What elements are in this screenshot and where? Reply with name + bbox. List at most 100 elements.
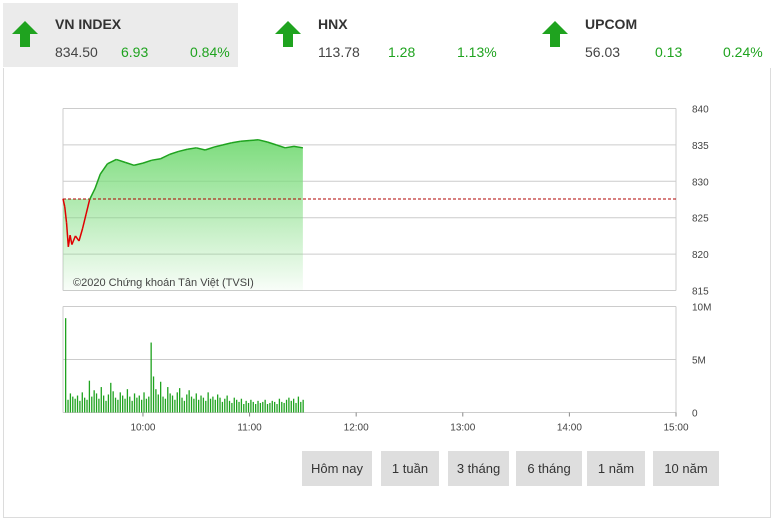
volume-bar [67, 399, 69, 413]
y-tick-label: 830 [692, 177, 709, 188]
volume-bar [117, 399, 119, 413]
tab-change: 1.28 [388, 44, 416, 60]
volume-bar [102, 395, 105, 413]
price-segment [231, 140, 241, 144]
range-button[interactable]: 1 tuần [381, 451, 439, 486]
volume-bar [107, 394, 110, 413]
volume-grid [62, 306, 677, 413]
tab-name: VN INDEX [55, 16, 122, 32]
range-button[interactable]: 10 năm [653, 451, 719, 486]
tab-percent: 1.13% [457, 44, 497, 60]
price-segment [124, 161, 135, 166]
tab-price: 834.50 [55, 44, 98, 60]
price-segment [85, 199, 91, 215]
volume-bar [297, 396, 300, 413]
tab-name: HNX [318, 16, 348, 32]
volume-bar [152, 376, 155, 413]
y-tick-label: 815 [692, 287, 709, 298]
chart-panel [3, 68, 771, 518]
range-button[interactable]: 6 tháng [516, 451, 582, 486]
arrow-up-icon [12, 21, 38, 47]
x-tick-label: 14:00 [557, 423, 582, 434]
volume-bar [167, 387, 169, 413]
volume-bar [176, 392, 178, 413]
volume-bar [183, 400, 186, 413]
price-segment [88, 188, 96, 200]
price-segment [293, 145, 303, 149]
price-segment [284, 145, 295, 149]
volume-bar [269, 402, 271, 413]
y-tick-label: 0 [692, 409, 698, 420]
volume-bar [300, 401, 302, 413]
tab-change: 6.93 [121, 44, 149, 60]
volume-bar [200, 395, 202, 413]
volume-bar [221, 401, 224, 413]
volume-bar [100, 387, 102, 413]
x-tick-label: 15:00 [663, 423, 688, 434]
tab-hnx[interactable]: HNX 113.78 1.28 1.13% [266, 3, 501, 67]
price-segment [74, 235, 80, 242]
price-segment [160, 153, 170, 160]
tab-upcom[interactable]: UPCOM 56.03 0.13 0.24% [533, 3, 768, 67]
price-segment [196, 147, 206, 151]
volume-bar [290, 400, 292, 413]
price-segment [222, 141, 232, 146]
volume-bar [233, 397, 235, 413]
volume-bar [69, 393, 72, 413]
volume-bar [178, 388, 181, 413]
volume-bar [114, 397, 117, 413]
price-segment [275, 144, 286, 149]
price-segment [204, 146, 215, 151]
volume-bar [266, 404, 269, 413]
range-button[interactable]: Hôm nay [302, 451, 372, 486]
volume-bar [76, 395, 79, 413]
volume-bar [136, 397, 138, 413]
volume-bar [193, 398, 195, 413]
price-segment [107, 158, 117, 165]
arrow-up-icon [542, 21, 568, 47]
volume-bar [202, 397, 205, 413]
volume-bar [143, 392, 145, 413]
range-button[interactable]: 3 tháng [448, 451, 509, 486]
price-segment [213, 144, 224, 148]
price-segment [62, 198, 66, 207]
volume-bar [231, 402, 233, 413]
volume-bar [235, 399, 238, 413]
volume-bar [245, 400, 247, 413]
price-segment [267, 141, 277, 146]
tab-change: 0.13 [655, 44, 683, 60]
range-button[interactable]: 1 năm [587, 451, 645, 486]
volume-bar [164, 398, 167, 413]
volume-bar [271, 400, 273, 413]
volume-bar [174, 399, 176, 413]
y-tick-label: 840 [692, 105, 709, 116]
y-tick-label: 5M [692, 356, 706, 367]
volume-bar [214, 399, 216, 413]
y-tick-label: 10M [692, 303, 711, 314]
volume-bar [162, 396, 164, 413]
volume-bar [133, 393, 136, 413]
price-segment [65, 222, 70, 247]
volume-bar [207, 392, 209, 413]
volume-bar [247, 402, 250, 413]
volume-bar [209, 398, 212, 413]
watermark: ©2020 Chứng khoán Tân Việt (TVSI) [73, 277, 254, 289]
price-y-axis: 840 835 830 825 820 815 [692, 105, 709, 298]
y-tick-label: 835 [692, 141, 709, 152]
volume-bar [157, 394, 159, 413]
price-segment [178, 148, 188, 153]
volume-bar [197, 399, 200, 413]
volume-bar [285, 399, 288, 413]
volume-bar [126, 389, 129, 413]
volume-bar [169, 393, 171, 413]
y-tick-label: 820 [692, 250, 709, 261]
volume-bar [81, 392, 83, 413]
tab-percent: 0.84% [190, 44, 230, 60]
volume-bar [295, 402, 297, 413]
volume-bar [224, 398, 226, 413]
volume-bar [190, 396, 193, 413]
volume-bar [240, 398, 243, 413]
volume-bar [281, 401, 283, 413]
tab-vnindex[interactable]: VN INDEX 834.50 6.93 0.84% [3, 3, 238, 67]
volume-bar [171, 395, 174, 413]
